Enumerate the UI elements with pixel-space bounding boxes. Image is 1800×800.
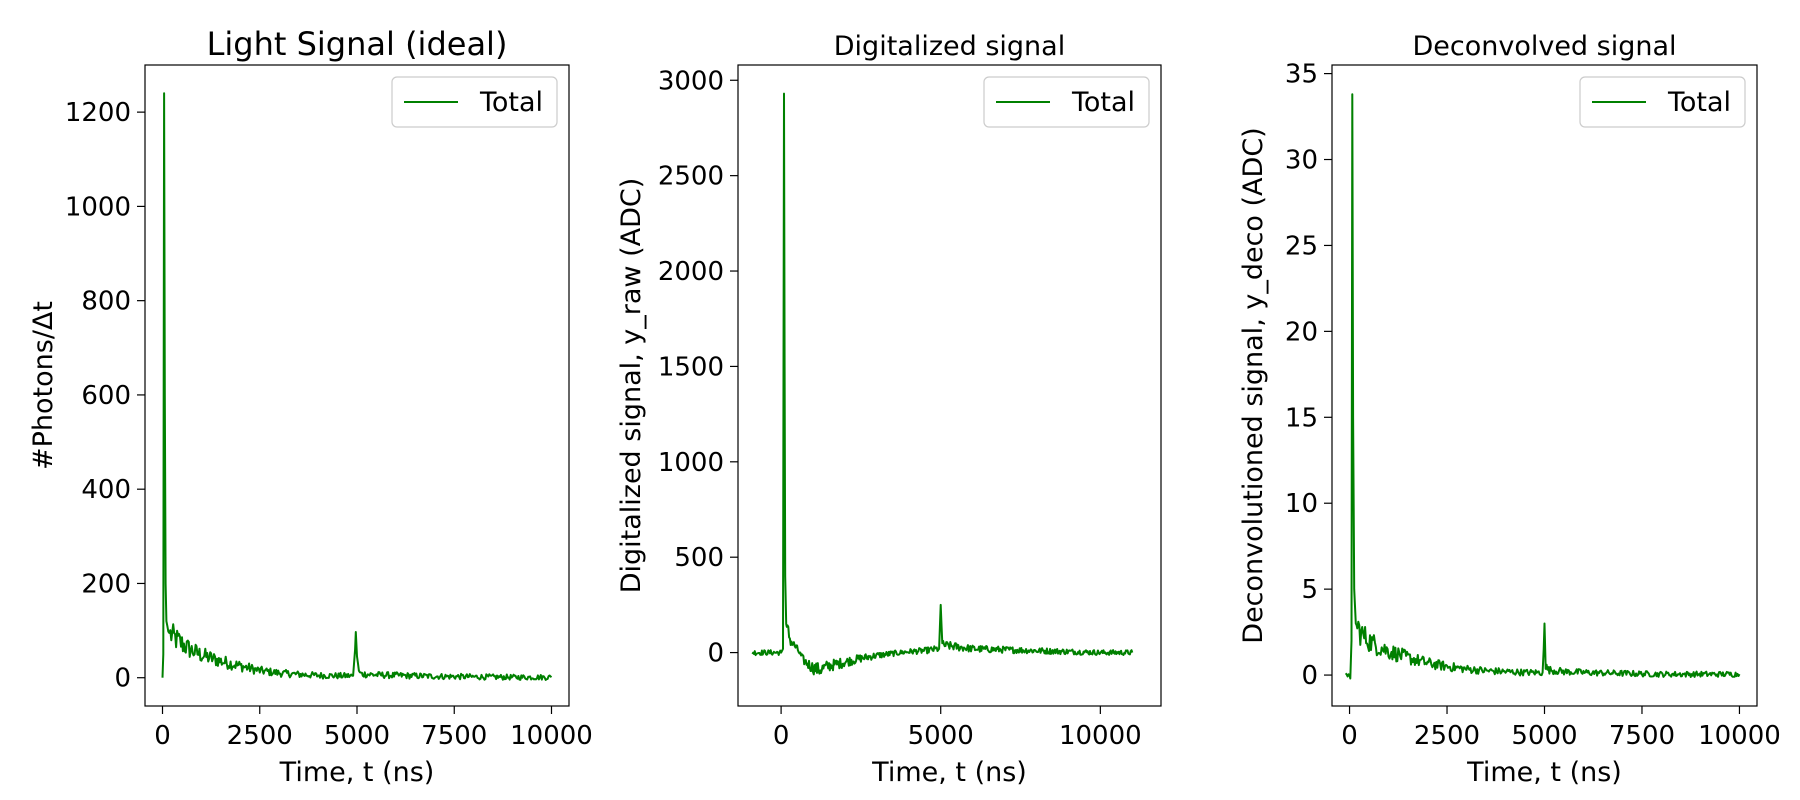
x-tick-label: 10000	[1059, 721, 1142, 751]
y-tick-label: 0	[114, 664, 131, 694]
chart-title: Light Signal (ideal)	[207, 25, 508, 63]
y-tick-label: 1000	[65, 192, 131, 222]
axes-frame	[144, 64, 570, 707]
y-tick-label: 800	[81, 287, 131, 317]
y-tick-label: 0	[707, 639, 724, 669]
series-line-total	[1344, 93, 1741, 680]
series-line-total	[751, 92, 1134, 676]
legend-box	[1579, 76, 1746, 128]
y-tick-label: 25	[1285, 231, 1318, 261]
x-tick-label: 0	[154, 721, 171, 751]
x-tick-label: 0	[773, 721, 790, 751]
y-tick-label: 0	[1301, 661, 1318, 691]
y-axis-label: Deconvolutioned signal, y_deco (ADC)	[1238, 127, 1269, 643]
axes-frame	[1331, 64, 1758, 707]
y-tick-label: 1000	[658, 448, 724, 478]
y-tick-label: 2500	[658, 162, 724, 192]
y-tick-label: 35	[1285, 60, 1318, 90]
x-tick-label: 5000	[908, 721, 974, 751]
x-tick-label: 2500	[1414, 721, 1480, 751]
y-axis-label: Digitalized signal, y_raw (ADC)	[616, 178, 647, 594]
legend-box	[983, 76, 1150, 128]
y-axis-label: #Photons/Δt	[28, 301, 59, 470]
legend-entry: Total	[1071, 87, 1135, 118]
x-tick-label: 7500	[421, 721, 487, 751]
axes-frame	[737, 64, 1162, 707]
y-tick-label: 1200	[65, 98, 131, 128]
y-tick-label: 400	[81, 475, 131, 505]
x-tick-label: 10000	[510, 721, 593, 751]
legend-entry: Total	[479, 87, 543, 118]
x-axis-label: Time, t (ns)	[871, 757, 1027, 788]
legend: Total	[1579, 76, 1746, 128]
series-line-total	[161, 92, 553, 681]
y-tick-label: 500	[674, 543, 724, 573]
chart-title: Deconvolved signal	[1412, 31, 1676, 62]
x-tick-label: 7500	[1609, 721, 1675, 751]
y-tick-label: 30	[1285, 146, 1318, 176]
x-axis-label: Time, t (ns)	[279, 757, 435, 788]
y-tick-label: 600	[81, 381, 131, 411]
y-tick-label: 10	[1285, 489, 1318, 519]
x-tick-label: 5000	[1511, 721, 1577, 751]
subplot-1: 0 2500 5000 7500 10000 0 200 400 600 800 1000 1200 L…	[28, 25, 593, 788]
x-tick-label: 0	[1341, 721, 1358, 751]
chart-title: Digitalized signal	[834, 31, 1065, 62]
y-tick-label: 200	[81, 569, 131, 599]
y-tick-label: 3000	[658, 66, 724, 96]
x-tick-label: 5000	[324, 721, 390, 751]
subplot-3: 0 2500 5000 7500 10000 0 5 10 15 20 25 30 35 Deconvol…	[1238, 31, 1781, 788]
y-tick-label: 1500	[658, 352, 724, 382]
y-tick-label: 5	[1301, 575, 1318, 605]
legend: Total	[391, 76, 558, 128]
x-tick-label: 10000	[1698, 721, 1781, 751]
legend-box	[391, 76, 558, 128]
legend: Total	[983, 76, 1150, 128]
legend-entry: Total	[1667, 87, 1731, 118]
y-tick-label: 20	[1285, 317, 1318, 347]
y-tick-label: 2000	[658, 257, 724, 287]
x-axis-label: Time, t (ns)	[1466, 757, 1622, 788]
y-tick-label: 15	[1285, 403, 1318, 433]
subplot-2: 0 5000 10000 0 500 1000 1500 2000 2500 3000 Digita…	[616, 31, 1162, 788]
x-tick-label: 2500	[227, 721, 293, 751]
